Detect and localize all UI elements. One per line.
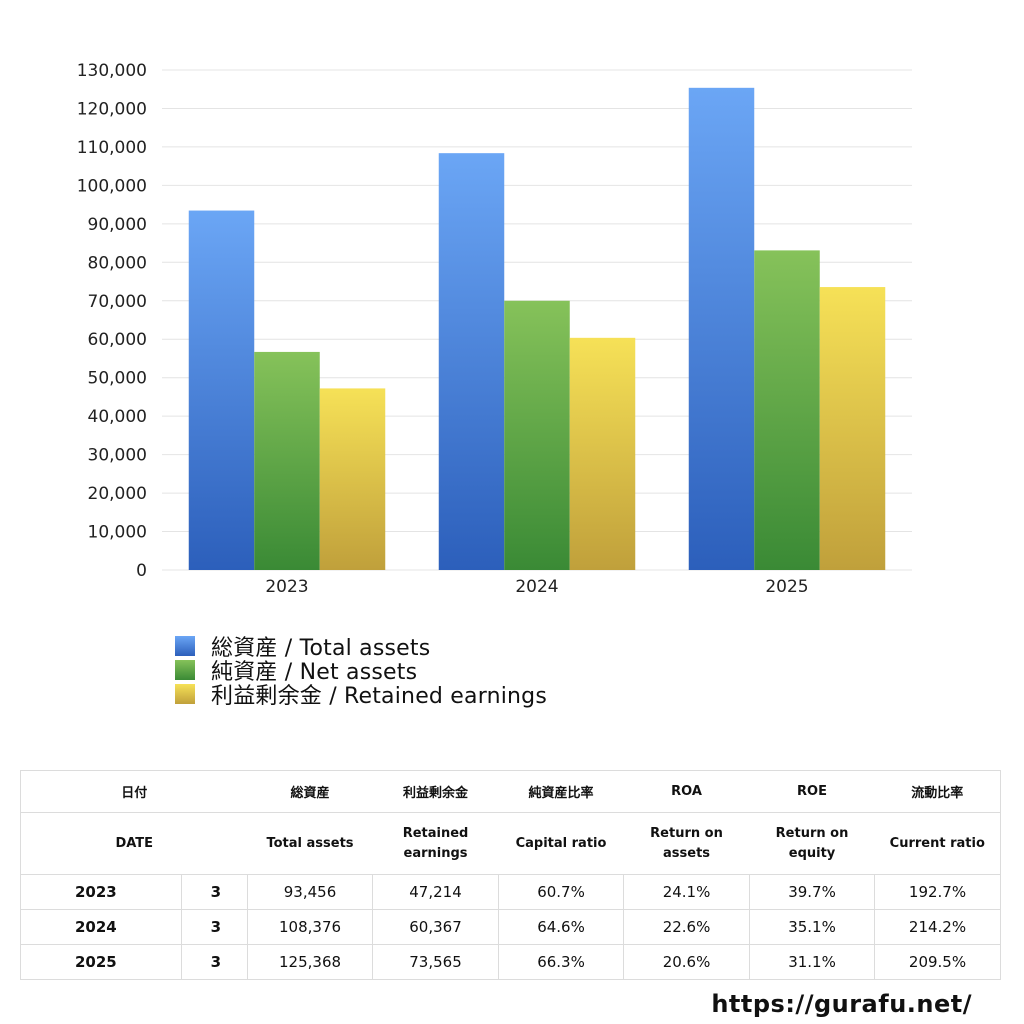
row-month: 3 (180, 944, 249, 980)
header-retained-en: Retained earnings (372, 812, 499, 875)
bar-2023-series-0 (188, 210, 255, 571)
y-axis-ticks: 0 10,000 20,000 30,000 40,000 50,000 60,000 70,… (77, 61, 147, 581)
y-tick-label: 80,000 (88, 253, 147, 273)
x-axis-ticks: 2023 2024 2025 (265, 577, 808, 597)
bar-2023-series-1 (254, 351, 320, 570)
cell-retained: 47,214 (372, 874, 500, 910)
row-year: 2025 (20, 944, 182, 980)
header-total-assets-jp: 総資産 (247, 770, 373, 813)
y-tick-label: 0 (136, 561, 147, 581)
bar-2025-series-0 (688, 87, 755, 571)
cell-roe: 35.1% (749, 909, 876, 945)
cell-roa: 24.1% (623, 874, 751, 910)
row-year: 2024 (20, 909, 182, 945)
y-tick-label: 20,000 (88, 484, 147, 504)
cell-roe: 31.1% (749, 944, 876, 980)
row-month: 3 (180, 909, 249, 945)
row-month: 3 (180, 874, 249, 910)
header-total-assets-en: Total assets (247, 812, 373, 875)
y-tick-label: 100,000 (77, 176, 147, 196)
y-tick-label: 50,000 (88, 369, 147, 389)
bars (188, 87, 886, 571)
y-tick-label: 110,000 (77, 138, 147, 158)
cell-capital-ratio: 66.3% (498, 944, 625, 980)
y-tick-label: 30,000 (88, 446, 147, 466)
table-row: 2024 3 108,376 60,367 64.6% 22.6% 35.1% … (20, 909, 1002, 945)
legend-label: 利益剰余金 / Retained earnings (211, 684, 547, 709)
header-capital-ratio-en: Capital ratio (498, 812, 624, 875)
y-tick-label: 130,000 (77, 61, 147, 81)
cell-total-assets: 93,456 (247, 874, 374, 910)
x-tick-label: 2025 (765, 577, 808, 597)
cell-capital-ratio: 60.7% (498, 874, 625, 910)
financial-table: 日付 総資産 利益剰余金 純資産比率 ROA ROE 流動比率 DATE Tot… (19, 770, 1002, 980)
table-row: 2025 3 125,368 73,565 66.3% 20.6% 31.1% … (20, 944, 1002, 980)
x-tick-label: 2024 (515, 577, 558, 597)
header-roa-en: Return on assets (623, 812, 750, 875)
legend-swatch-net-assets (175, 660, 195, 680)
chart-legend: 総資産 / Total assets 純資産 / Net assets 利益剰余… (175, 634, 547, 709)
bar-2024-series-0 (438, 153, 505, 570)
cell-current-ratio: 209.5% (874, 944, 1002, 980)
cell-capital-ratio: 64.6% (498, 909, 625, 945)
cell-total-assets: 125,368 (247, 944, 374, 980)
site-url[interactable]: https://gurafu.net/ (711, 990, 972, 1018)
cell-total-assets: 108,376 (247, 909, 374, 945)
bar-2024-series-2 (569, 337, 636, 570)
cell-current-ratio: 192.7% (874, 874, 1002, 910)
header-date-jp: 日付 (19, 770, 248, 813)
row-year: 2023 (20, 874, 182, 910)
legend-item-retained-earnings: 利益剰余金 / Retained earnings (175, 682, 547, 709)
bar-chart: 0 10,000 20,000 30,000 40,000 50,000 60,000 70,… (77, 61, 912, 597)
legend-item-total-assets: 総資産 / Total assets (175, 634, 547, 661)
header-capital-ratio-jp: 純資産比率 (498, 770, 624, 813)
y-tick-label: 10,000 (88, 523, 147, 543)
y-tick-label: 90,000 (88, 215, 147, 235)
bar-2025-series-1 (754, 250, 820, 570)
bar-2025-series-2 (819, 287, 886, 570)
cell-current-ratio: 214.2% (874, 909, 1002, 945)
bar-2023-series-2 (319, 388, 386, 570)
cell-roa: 22.6% (623, 909, 751, 945)
cell-retained: 73,565 (372, 944, 500, 980)
table-header-en: DATE Total assets Retained earnings Capi… (19, 812, 1002, 875)
legend-item-net-assets: 純資産 / Net assets (175, 658, 547, 685)
y-tick-label: 60,000 (88, 330, 147, 350)
header-current-ratio-jp: 流動比率 (874, 770, 1002, 813)
legend-swatch-retained-earnings (175, 684, 195, 704)
cell-roe: 39.7% (749, 874, 876, 910)
bar-2024-series-1 (504, 300, 570, 570)
header-roe-en: Return on equity (749, 812, 875, 875)
table-row: 2023 3 93,456 47,214 60.7% 24.1% 39.7% 1… (20, 874, 1002, 910)
legend-label: 総資産 / Total assets (211, 636, 431, 661)
y-tick-label: 70,000 (88, 292, 147, 312)
header-roa-jp: ROA (623, 770, 750, 813)
header-roe-jp: ROE (749, 770, 875, 813)
x-tick-label: 2023 (265, 577, 308, 597)
y-tick-label: 120,000 (77, 99, 147, 119)
cell-roa: 20.6% (623, 944, 751, 980)
header-date-en: DATE (19, 812, 248, 875)
header-retained-jp: 利益剰余金 (372, 770, 499, 813)
y-tick-label: 40,000 (88, 407, 147, 427)
table-header-jp: 日付 総資産 利益剰余金 純資産比率 ROA ROE 流動比率 (19, 770, 1002, 813)
cell-retained: 60,367 (372, 909, 500, 945)
header-current-ratio-en: Current ratio (874, 812, 1002, 875)
legend-swatch-total-assets (175, 636, 195, 656)
legend-label: 純資産 / Net assets (211, 660, 418, 685)
